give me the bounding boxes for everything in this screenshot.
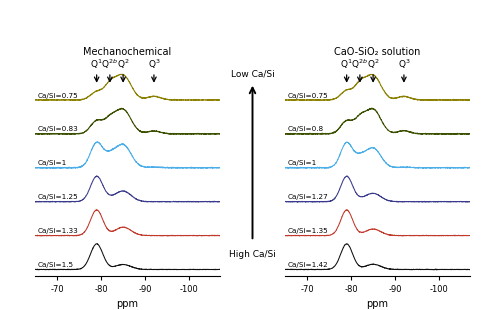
Text: Low Ca/Si: Low Ca/Si [230,70,274,79]
Text: Ca/Si=1.35: Ca/Si=1.35 [287,228,328,234]
Text: Q$^3$: Q$^3$ [398,58,410,71]
Text: High Ca/Si: High Ca/Si [229,250,276,259]
Text: Q$^{2b}$: Q$^{2b}$ [352,58,368,71]
Text: Q$^2$: Q$^2$ [117,58,130,71]
Text: Q$^{2b}$: Q$^{2b}$ [102,58,118,71]
X-axis label: ppm: ppm [116,299,138,309]
Text: Q$^1$: Q$^1$ [90,58,103,71]
Text: Ca/Si=0.75: Ca/Si=0.75 [287,92,328,99]
Text: Ca/Si=0.83: Ca/Si=0.83 [37,126,78,132]
Text: Ca/Si=0.75: Ca/Si=0.75 [37,92,78,99]
Text: Ca/Si=0.8: Ca/Si=0.8 [287,126,324,132]
Text: Ca/Si=1.5: Ca/Si=1.5 [37,262,74,268]
Title: CaO-SiO₂ solution: CaO-SiO₂ solution [334,47,420,57]
Text: Ca/Si=1: Ca/Si=1 [287,160,316,166]
Text: Ca/Si=1.27: Ca/Si=1.27 [287,194,328,200]
Title: Mechanochemical: Mechanochemical [84,47,172,57]
Text: Q$^2$: Q$^2$ [367,58,380,71]
Text: Q$^1$: Q$^1$ [340,58,353,71]
Text: Ca/Si=1.42: Ca/Si=1.42 [287,262,328,268]
Text: Ca/Si=1.33: Ca/Si=1.33 [37,228,78,234]
Text: Q$^3$: Q$^3$ [148,58,160,71]
Text: Ca/Si=1: Ca/Si=1 [37,160,66,166]
Text: Ca/Si=1.25: Ca/Si=1.25 [37,194,78,200]
X-axis label: ppm: ppm [366,299,388,309]
